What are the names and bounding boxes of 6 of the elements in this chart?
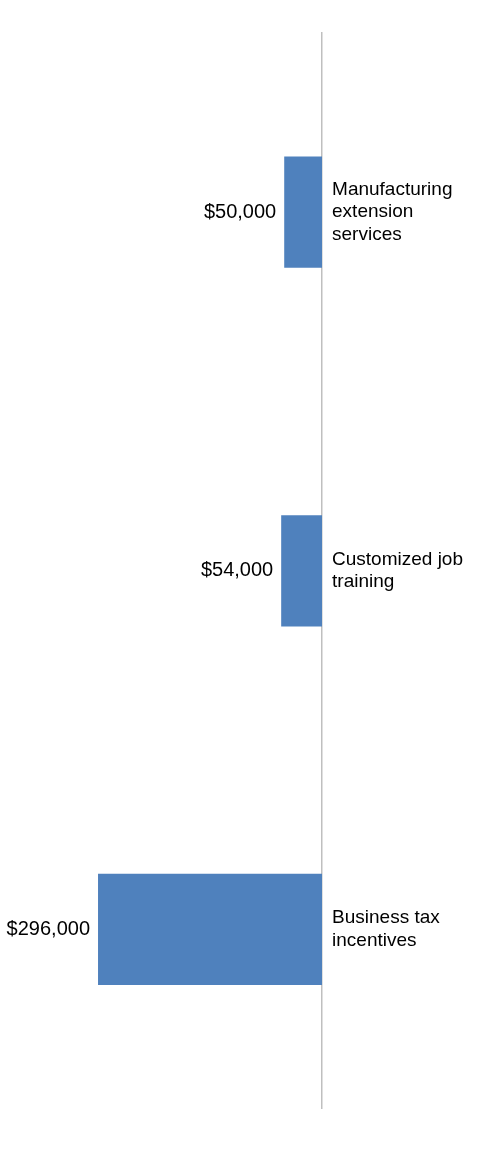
data-label: $54,000 <box>200 558 274 581</box>
data-label: $296,000 <box>6 916 91 939</box>
data-label: $50,000 <box>203 199 277 222</box>
y-tick-label: Manufacturing extension services <box>332 177 453 245</box>
y-tick-label: Customized job training <box>332 547 463 592</box>
y-tick-label: Business tax incentives <box>332 906 441 951</box>
